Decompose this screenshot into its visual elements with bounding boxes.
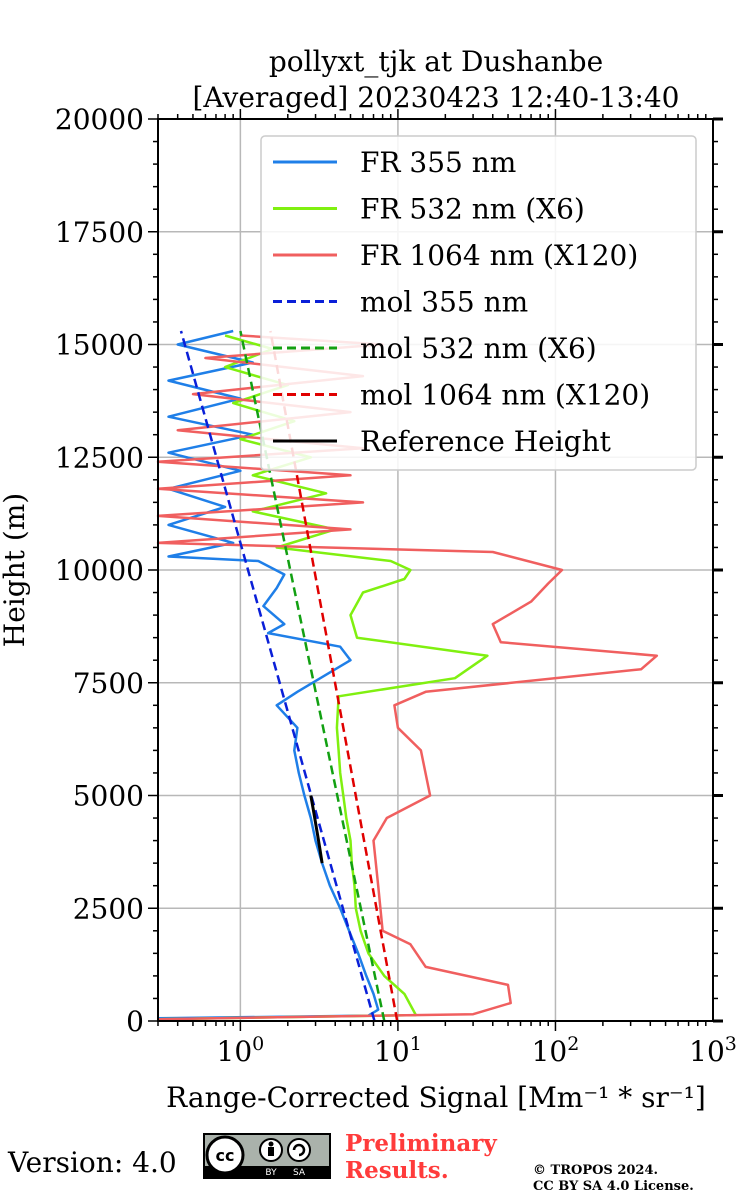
version-label: Version: 4.0 <box>8 1146 177 1179</box>
series-layer <box>156 329 659 1022</box>
axis-ticks <box>148 109 723 1031</box>
legend-label-reference-height: Reference Height <box>360 425 612 458</box>
axis-tick-labels: 0 2500 5000 7500 10000 12500 15000 17500 20000 10… <box>55 103 737 1068</box>
chart-title-line2: [Averaged] 20230423 12:40-13:40 <box>193 81 680 114</box>
legend-label-fr-532-nm-x6: FR 532 nm (X6) <box>360 193 585 226</box>
y-tick-label: 10000 <box>55 554 144 587</box>
y-tick-label: 2500 <box>73 892 144 925</box>
legend-label-fr-1064-nm-x120: FR 1064 nm (X120) <box>360 239 638 272</box>
badge-sa-text: SA <box>293 1168 306 1178</box>
copyright-line1: © TROPOS 2024. <box>533 1163 659 1178</box>
x-tick-label: 102 <box>532 1033 580 1068</box>
copyright-line2: CC BY SA 4.0 License. <box>533 1179 694 1194</box>
copyright-note: © TROPOS 2024. CC BY SA 4.0 License. <box>533 1163 694 1195</box>
x-tick-label: 103 <box>689 1033 737 1068</box>
y-axis-label: Height (m) <box>0 493 31 647</box>
series-fr-355-nm <box>157 329 380 1020</box>
preliminary-results-note: Preliminary Results. <box>345 1130 497 1184</box>
legend-label-fr-355-nm: FR 355 nm <box>360 146 516 179</box>
series-reference-height <box>309 795 324 864</box>
legend: FR 355 nm FR 532 nm (X6) FR 1064 nm (X120)… <box>260 135 697 471</box>
preliminary-line2: Results. <box>345 1157 449 1184</box>
cc-by-sa-badge: cc BY SA <box>203 1133 331 1179</box>
x-tick-label: 100 <box>217 1033 265 1068</box>
y-tick-label: 15000 <box>55 329 144 362</box>
series-mol-1064-nm-x120 <box>269 330 399 1022</box>
chart-title-line1: pollyxt_tjk at Dushanbe <box>269 45 603 78</box>
legend-label-mol-1064-nm-x120: mol 1064 nm (X120) <box>360 379 650 412</box>
y-tick-label: 7500 <box>73 667 144 700</box>
legend-label-mol-355-nm: mol 355 nm <box>360 286 528 319</box>
legend-label-mol-532-nm-x6: mol 532 nm (X6) <box>360 332 597 365</box>
sa-sharealike-icon <box>287 1138 311 1162</box>
series-mol-532-nm-x6 <box>239 330 386 1022</box>
y-tick-label: 20000 <box>55 103 144 136</box>
x-tick-label: 101 <box>374 1033 422 1068</box>
preliminary-line1: Preliminary <box>345 1130 497 1157</box>
cc-logo-icon <box>205 1135 245 1175</box>
y-tick-label: 12500 <box>55 441 144 474</box>
badge-by-text: BY <box>265 1168 277 1178</box>
series-mol-355-nm <box>179 330 376 1022</box>
x-axis-label: Range-Corrected Signal [Mm⁻¹ * sr⁻¹] <box>166 1081 706 1114</box>
cc-logo-text: cc <box>216 1146 235 1165</box>
y-tick-label: 5000 <box>73 780 144 813</box>
y-tick-label: 0 <box>126 1005 144 1038</box>
legend-box <box>260 135 697 471</box>
series-fr-532-nm-x6 <box>157 334 489 1021</box>
y-tick-label: 17500 <box>55 216 144 249</box>
